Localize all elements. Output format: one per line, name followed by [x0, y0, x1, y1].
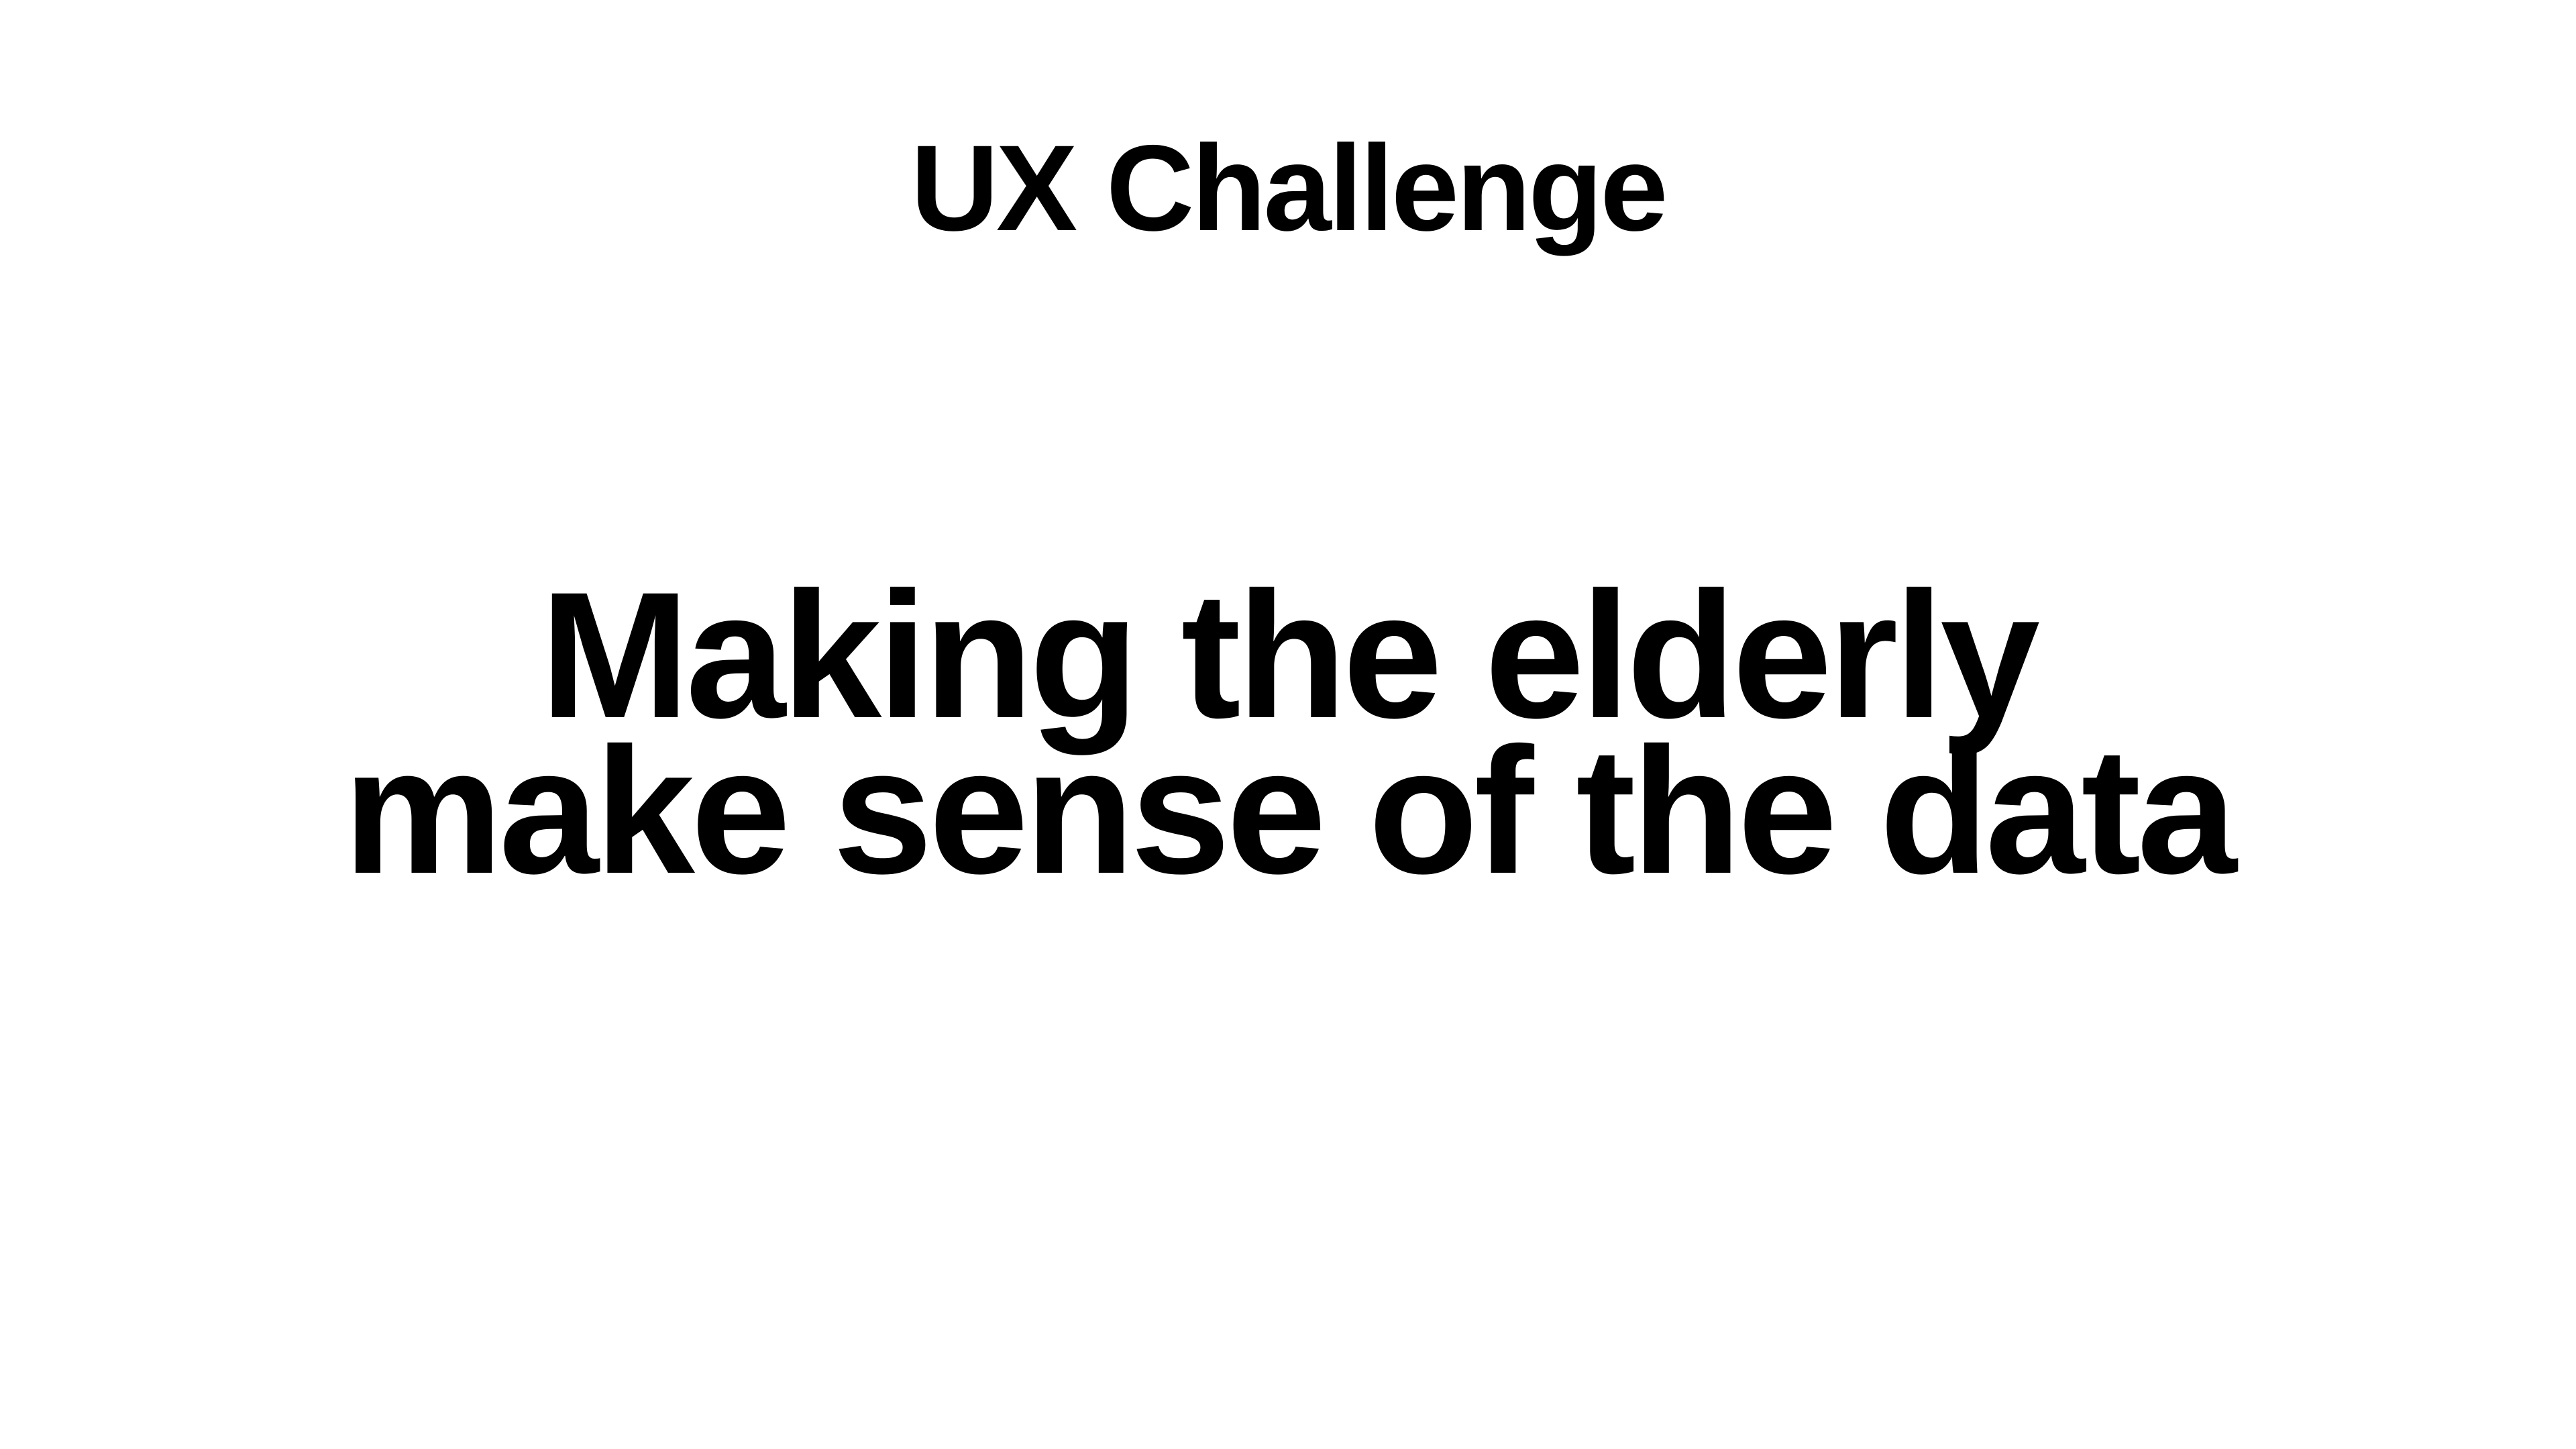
headline-line-1: Making the elderly: [539, 554, 2040, 755]
slide-headline: Making the elderly make sense of the dat…: [0, 554, 2576, 911]
slide-title: UX Challenge: [910, 119, 1668, 256]
headline-line-2: make sense of the data: [343, 710, 2237, 911]
